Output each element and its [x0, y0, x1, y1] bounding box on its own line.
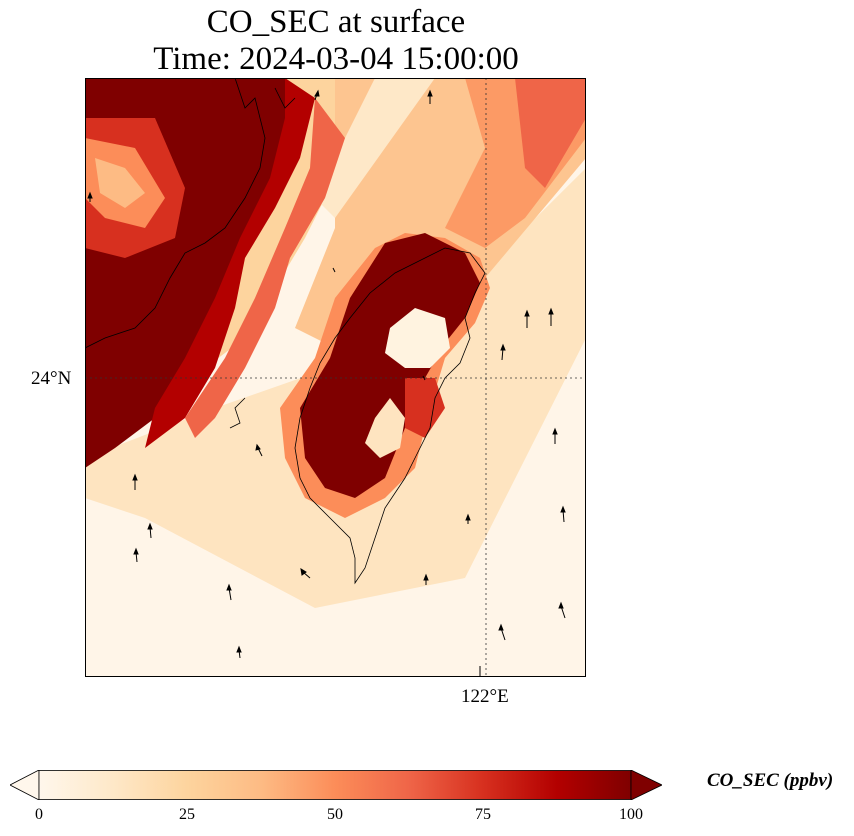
map-title: CO_SEC at surface	[206, 4, 466, 40]
wind-vectors	[87, 89, 566, 676]
colorbar-tick-50: 50	[327, 806, 343, 823]
colorbar-label: CO_SEC (ppbv)	[707, 770, 834, 791]
colorbar-tick-100: 100	[619, 806, 643, 823]
coastline-mainland	[85, 78, 266, 349]
colorbar-tick-75: 75	[475, 806, 491, 823]
lon-tick-label: 122°E	[461, 686, 509, 707]
colorbar-gradient	[38, 770, 632, 800]
colorbar-extend-low	[10, 770, 40, 800]
lat-tick-label: 24°N	[31, 368, 72, 389]
coastline-taiwan	[294, 247, 486, 585]
map-time-subtitle: Time: 2024-03-04 15:00:00	[153, 41, 519, 77]
colorbar	[10, 770, 662, 800]
colorbar-tick-25: 25	[179, 806, 195, 823]
colorbar-extend-high	[630, 770, 662, 800]
colorbar-tick-0: 0	[35, 806, 43, 823]
map-panel	[85, 78, 586, 677]
